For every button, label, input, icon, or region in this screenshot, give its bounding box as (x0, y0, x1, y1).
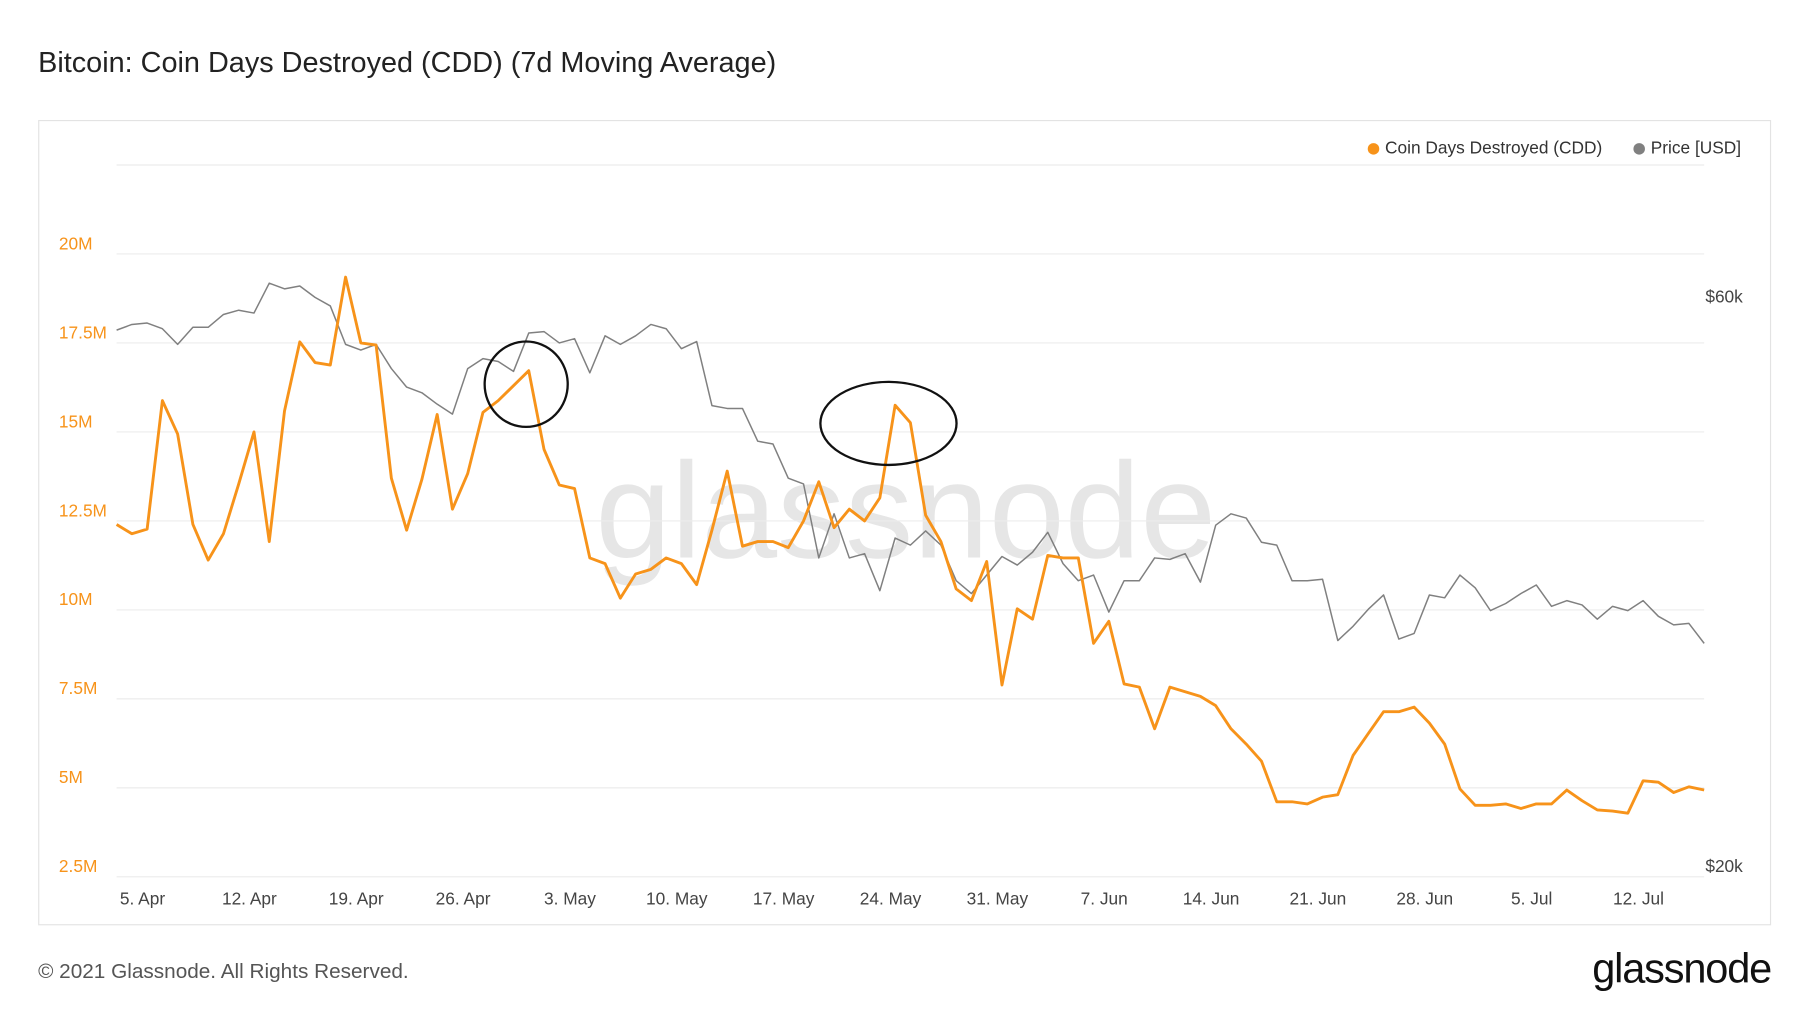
price-line (116, 282, 1705, 644)
x-tick-label: 12. Jul (1613, 888, 1664, 908)
cdd-line (115, 275, 1705, 815)
y-tick-label: 17.5M (59, 322, 107, 342)
y2-tick-label: $60k (1705, 287, 1743, 307)
plot (115, 275, 1705, 815)
annotation-circle (819, 380, 958, 467)
x-tick-label: 12. Apr (222, 888, 277, 908)
x-tick-label: 26. Apr (436, 888, 491, 908)
y-tick-label: 7.5M (59, 678, 97, 698)
grid (116, 253, 1705, 878)
x-tick-label: 19. Apr (329, 888, 384, 908)
x-tick-label: 17. May (753, 888, 815, 908)
y-tick-label: 20M (59, 233, 93, 253)
y2-tick-label: $20k (1705, 856, 1743, 876)
legend-label: Price [USD] (1651, 137, 1741, 157)
x-tick-label: 5. Jul (1511, 888, 1552, 908)
x-tick-label: 14. Jun (1183, 888, 1240, 908)
axes: 2.5M 5M 7.5M 10M 12.5M 15M 17.5M 20M $20k $60k 5. … (59, 233, 1743, 908)
x-tick-label: 5. Apr (120, 888, 165, 908)
x-tick-label: 24. May (860, 888, 922, 908)
y-tick-label: 12.5M (59, 500, 107, 520)
legend: Price [USD] Coin Days Destroyed (CDD) (1367, 137, 1741, 157)
annotation-circle (483, 340, 569, 429)
y-tick-label: 15M (59, 411, 93, 431)
logo: glassnode (1592, 944, 1771, 991)
chart-frame (38, 119, 1772, 926)
x-tick-label: 21. Jun (1290, 888, 1347, 908)
x-tick-label: 31. May (967, 888, 1029, 908)
legend-marker (1633, 143, 1645, 155)
y-tick-label: 10M (59, 589, 93, 609)
x-tick-label: 3. May (544, 888, 596, 908)
y-tick-label: 2.5M (59, 856, 97, 876)
x-tick-label: 28. Jun (1396, 888, 1453, 908)
legend-label: Coin Days Destroyed (CDD) (1385, 137, 1602, 157)
x-tick-label: 7. Jun (1081, 888, 1128, 908)
x-tick-label: 10. May (646, 888, 708, 908)
legend-marker (1367, 143, 1380, 155)
footer: © 2021 Glassnode. All Rights Reserved. (38, 960, 409, 983)
y-tick-label: 5M (59, 767, 83, 787)
chart-title: Bitcoin: Coin Days Destroyed (CDD) (7d M… (38, 47, 776, 79)
watermark: glassnode (595, 434, 1216, 586)
